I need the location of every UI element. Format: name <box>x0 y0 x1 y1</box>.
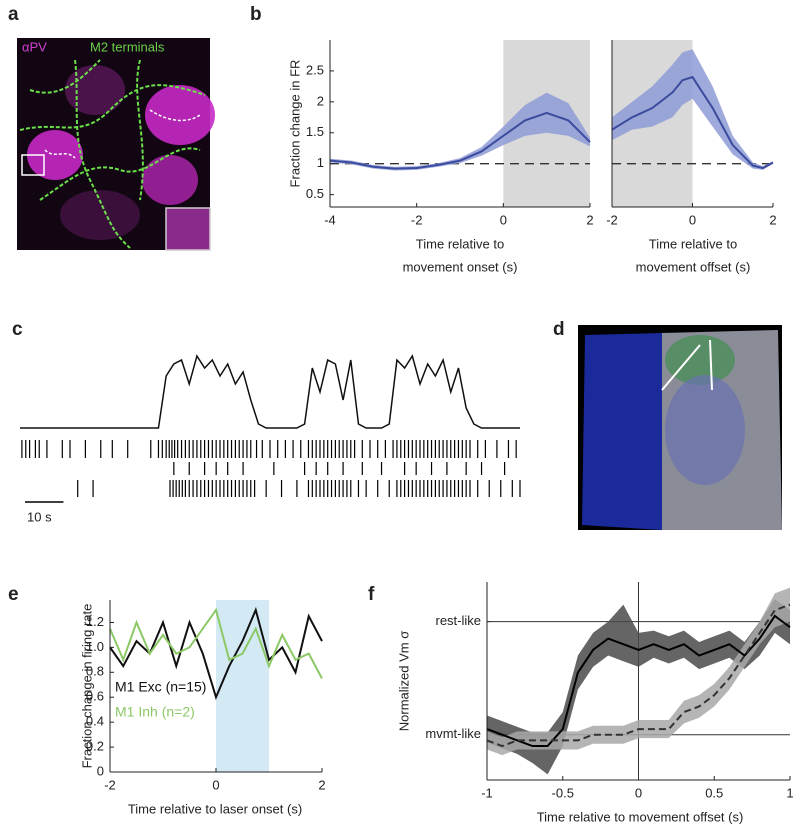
line <box>611 75 774 170</box>
y-tick-label: 1 <box>317 155 324 170</box>
x-tick-label: -2 <box>411 212 423 227</box>
x-axis-label: Time relative to movement offset (s) <box>537 809 744 824</box>
panel-label: b <box>250 4 262 25</box>
panel-d-image <box>578 325 782 530</box>
x-tick-label: 0.5 <box>705 785 723 800</box>
x-tick-label: 0 <box>635 785 642 800</box>
line <box>329 111 591 170</box>
x-tick-label: -4 <box>324 212 336 227</box>
inset <box>165 207 211 251</box>
error-band <box>330 92 590 171</box>
y-tick-label: 0.8 <box>86 664 104 679</box>
x-tick-label: 1 <box>786 785 793 800</box>
roi-box <box>21 154 45 176</box>
terminals <box>19 59 206 249</box>
y-tick-label: 0 <box>97 763 104 778</box>
y-tick-label: 0.6 <box>86 689 104 704</box>
panel-label: e <box>8 584 19 605</box>
x-axis-label: movement onset (s) <box>403 259 518 274</box>
label-pv: αPV <box>22 39 47 54</box>
x-tick-label: 2 <box>318 777 325 792</box>
line <box>486 614 791 748</box>
x-tick-label: 0 <box>500 212 507 227</box>
x-tick-label: -2 <box>606 212 618 227</box>
x-axis-label: Time relative to laser onset (s) <box>128 801 302 816</box>
cell <box>60 190 140 240</box>
cell <box>142 155 198 205</box>
legend-entry: M1 Inh (n=2) <box>115 704 195 720</box>
y-tick-label: 0.4 <box>86 714 104 729</box>
x-tick-label: 2 <box>586 212 593 227</box>
line <box>109 606 323 701</box>
y-axis-label: Fraction change in FR <box>287 60 302 188</box>
cell <box>65 65 125 115</box>
line <box>486 603 791 748</box>
panel-label: a <box>8 4 19 25</box>
y-tick-label: 0.2 <box>86 739 104 754</box>
dapi-half <box>582 333 662 530</box>
label-m2: M2 terminals <box>90 39 165 54</box>
cell <box>145 85 215 145</box>
y-tick-label: mvmt-like <box>425 726 481 741</box>
x-axis-label: Time relative to <box>649 236 737 251</box>
error-band <box>487 587 790 756</box>
y-tick-label: 2 <box>317 93 324 108</box>
x-tick-label: 2 <box>769 212 776 227</box>
outline <box>44 109 201 159</box>
x-tick-label: -0.5 <box>552 785 574 800</box>
fiber-track <box>661 339 713 391</box>
y-tick-label: 1.5 <box>306 124 324 139</box>
y-tick-label: 1.0 <box>86 639 104 654</box>
y-axis-label: Fraction change in firing rate <box>79 604 94 769</box>
infection <box>665 335 735 385</box>
shaded-epoch <box>216 600 269 772</box>
y-axis-label: Normalized Vm σ <box>396 631 411 732</box>
error-band <box>612 49 773 170</box>
structure <box>665 375 745 485</box>
x-tick-label: 0 <box>689 212 696 227</box>
y-tick-label: rest-like <box>435 613 481 628</box>
y-tick-label: 0.5 <box>306 186 324 201</box>
line <box>109 607 323 679</box>
trace <box>20 354 520 429</box>
x-tick-label: -2 <box>104 777 116 792</box>
x-tick-label: 0 <box>212 777 219 792</box>
y-tick-label: 2.5 <box>306 62 324 77</box>
scale-bar-label: 10 s <box>27 509 52 524</box>
x-axis-label: movement offset (s) <box>636 259 751 274</box>
x-tick-label: -1 <box>481 785 493 800</box>
legend-entry: M1 Exc (n=15) <box>115 679 206 695</box>
panel-label: d <box>553 319 565 340</box>
panel-label: f <box>368 584 375 605</box>
y-tick-label: 1.2 <box>86 614 104 629</box>
panel-label: c <box>12 319 23 340</box>
x-axis-label: Time relative to <box>416 236 504 251</box>
panel-a-image: αPV M2 terminals <box>17 38 215 251</box>
